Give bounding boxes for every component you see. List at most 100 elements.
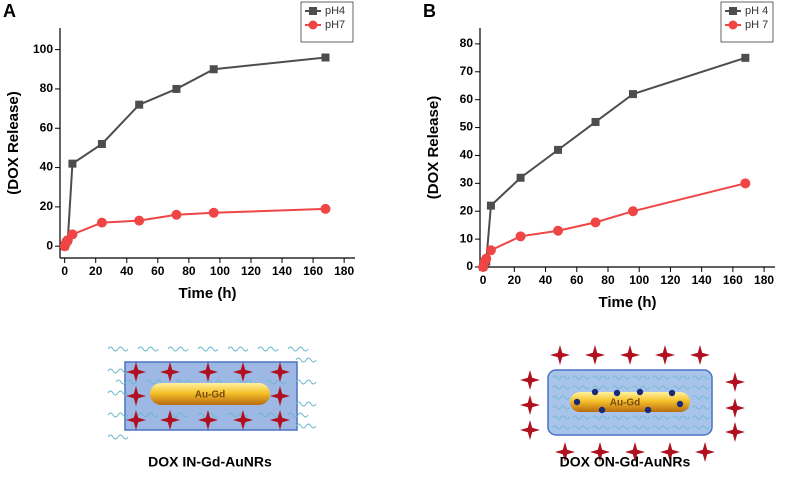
marker xyxy=(171,209,182,220)
y-tick-label: 10 xyxy=(460,231,474,245)
nanorod xyxy=(150,383,270,405)
marker xyxy=(96,217,107,228)
series-line xyxy=(63,56,326,247)
marker xyxy=(481,253,492,264)
x-tick-label: 60 xyxy=(151,264,165,278)
y-axis-label: (DOX Release) xyxy=(5,91,22,194)
chain xyxy=(227,346,249,352)
marker xyxy=(741,53,750,62)
marker xyxy=(515,231,526,242)
chain xyxy=(107,434,129,440)
chain xyxy=(107,346,129,352)
illustration-label: Au-Gd xyxy=(610,398,641,409)
drug xyxy=(690,345,710,365)
drug xyxy=(695,442,715,462)
drug xyxy=(520,395,540,415)
y-tick-label: 40 xyxy=(40,160,54,174)
dot xyxy=(636,388,644,396)
x-tick-label: 100 xyxy=(210,264,230,278)
x-tick-label: 80 xyxy=(182,264,196,278)
x-tick-label: 140 xyxy=(272,264,292,278)
marker xyxy=(591,117,600,126)
y-tick-label: 40 xyxy=(460,148,474,162)
x-tick-label: 20 xyxy=(89,264,103,278)
legend-label: pH4 xyxy=(325,5,345,17)
x-tick-label: 140 xyxy=(692,273,712,287)
x-tick-label: 120 xyxy=(241,264,261,278)
dot xyxy=(598,406,606,414)
x-tick-label: 0 xyxy=(480,273,487,287)
marker xyxy=(590,217,601,228)
x-tick-label: 100 xyxy=(629,273,649,287)
dot xyxy=(668,389,676,397)
y-tick-label: 100 xyxy=(33,42,53,56)
marker xyxy=(320,203,331,214)
chain xyxy=(295,401,317,407)
marker xyxy=(67,229,78,240)
legend-marker xyxy=(728,20,738,30)
illustration-label: Au-Gd xyxy=(195,390,226,401)
chain xyxy=(257,346,279,352)
marker xyxy=(68,159,77,168)
dot xyxy=(644,406,652,414)
panel-label: B xyxy=(423,1,436,21)
y-tick-label: 20 xyxy=(40,199,54,213)
series-line xyxy=(482,182,746,268)
legend-marker xyxy=(729,7,737,15)
drug xyxy=(520,420,540,440)
marker xyxy=(208,207,219,218)
marker xyxy=(554,145,563,154)
y-tick-label: 70 xyxy=(460,64,474,78)
chain xyxy=(295,423,317,429)
drug xyxy=(550,345,570,365)
y-tick-label: 0 xyxy=(46,238,53,252)
drug xyxy=(585,345,605,365)
chain xyxy=(197,346,219,352)
y-tick-label: 30 xyxy=(460,176,474,190)
x-tick-label: 180 xyxy=(754,273,774,287)
y-tick-label: 20 xyxy=(460,203,474,217)
marker xyxy=(209,65,218,74)
x-tick-label: 40 xyxy=(120,264,134,278)
drug xyxy=(620,345,640,365)
marker xyxy=(628,90,637,99)
y-tick-label: 80 xyxy=(40,81,54,95)
x-tick-label: 20 xyxy=(508,273,522,287)
marker xyxy=(553,225,564,236)
chain xyxy=(167,346,189,352)
y-axis-label: (DOX Release) xyxy=(425,96,442,199)
y-tick-label: 80 xyxy=(460,36,474,50)
chain xyxy=(295,357,317,363)
legend-label: pH 4 xyxy=(745,5,768,17)
marker xyxy=(486,201,495,210)
marker xyxy=(627,206,638,217)
marker xyxy=(97,139,106,148)
marker xyxy=(485,245,496,256)
y-tick-label: 60 xyxy=(40,120,54,134)
marker xyxy=(135,100,144,109)
dot xyxy=(573,398,581,406)
illustration-a xyxy=(107,346,317,440)
dot xyxy=(591,388,599,396)
chain xyxy=(287,346,309,352)
y-tick-label: 60 xyxy=(460,92,474,106)
legend-label: pH7 xyxy=(325,19,345,31)
x-tick-label: 160 xyxy=(723,273,743,287)
marker xyxy=(134,215,145,226)
y-tick-label: 50 xyxy=(460,120,474,134)
marker xyxy=(172,84,181,93)
drug xyxy=(520,370,540,390)
marker xyxy=(740,178,751,189)
x-tick-label: 0 xyxy=(61,264,68,278)
series-line xyxy=(63,207,326,247)
x-tick-label: 160 xyxy=(303,264,323,278)
marker xyxy=(321,53,330,62)
legend-marker xyxy=(308,20,318,30)
drug xyxy=(725,398,745,418)
x-axis-label: Time (h) xyxy=(598,294,656,311)
panel-label: A xyxy=(3,1,16,21)
x-tick-label: 80 xyxy=(601,273,615,287)
x-tick-label: 40 xyxy=(539,273,553,287)
marker xyxy=(516,173,525,182)
drug xyxy=(725,422,745,442)
